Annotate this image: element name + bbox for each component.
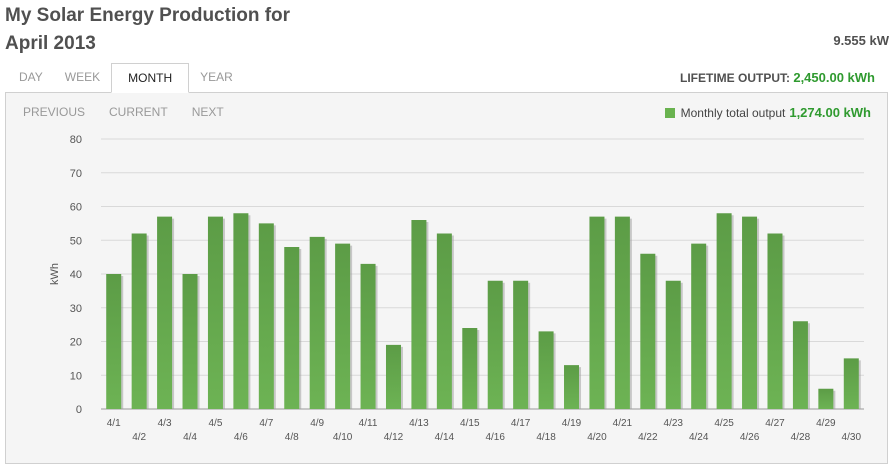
bar [818,388,834,409]
bar [207,216,223,409]
bar [589,216,605,409]
title-line-1: My Solar Energy Production for [5,5,291,26]
bar [640,253,656,409]
x-tick-label: 4/8 [285,432,299,443]
lifetime-label: LIFETIME OUTPUT: [680,71,790,85]
x-tick-label: 4/3 [158,418,172,429]
tab-month[interactable]: MONTH [111,63,190,93]
y-tick-label: 50 [70,235,82,247]
x-tick-label: 4/24 [689,432,709,443]
legend-swatch [664,107,675,118]
bar [691,243,707,409]
bar [564,365,580,409]
bar [182,274,198,409]
bar [284,247,300,409]
x-tick-label: 4/9 [310,418,324,429]
bar [742,216,758,409]
tab-week[interactable]: WEEK [64,70,101,84]
previous-button[interactable]: PREVIOUS [23,105,86,119]
x-tick-label: 4/12 [384,432,404,443]
legend-label: Monthly total output [680,105,786,120]
x-tick-label: 4/1 [107,418,121,429]
bar [335,243,351,409]
current-power: 9.555 kW [833,33,889,48]
x-tick-label: 4/16 [485,432,505,443]
x-tick-label: 4/27 [765,418,785,429]
x-tick-label: 4/20 [587,432,607,443]
x-tick-label: 4/21 [613,418,633,429]
bar [131,233,147,409]
chart-panel: PREVIOUS CURRENT NEXT Monthly total outp… [5,92,888,464]
x-tick-label: 4/17 [511,418,531,429]
bar [436,233,452,409]
bar [385,344,401,409]
y-tick-label: 30 [70,303,82,315]
x-tick-label: 4/14 [435,432,455,443]
bar [258,223,274,409]
x-tick-label: 4/19 [562,418,582,429]
y-tick-label: 0 [76,404,82,416]
period-nav: PREVIOUS CURRENT NEXT [23,105,224,119]
x-tick-label: 4/28 [791,432,811,443]
x-tick-label: 4/26 [740,432,760,443]
y-tick-label: 20 [70,337,82,349]
bar [843,358,859,409]
x-tick-label: 4/15 [460,418,480,429]
page-title: My Solar Energy Production for April 201… [5,2,290,58]
bar [157,216,173,409]
y-axis-label: kWh [49,263,61,285]
x-tick-label: 4/10 [333,432,353,443]
x-tick-label: 4/6 [234,432,248,443]
bar-chart: 0 10 20 30 40 50 60 70 80 kWh 4/1 4/2 4/3 4/4 4/5 4/6 4/… [49,134,864,443]
bar [614,216,630,409]
current-button[interactable]: CURRENT [109,105,168,119]
x-tick-label: 4/30 [842,432,862,443]
y-tick-label: 80 [70,134,82,146]
bar [513,280,529,409]
bar [716,213,732,409]
next-button[interactable]: NEXT [191,105,224,119]
bar [233,213,249,409]
title-line-2: April 2013 [5,33,96,54]
period-tabs: DAY WEEK MONTH YEAR [8,63,244,93]
chart-legend: Monthly total output 1,274.00 kWh [664,105,871,120]
bar [309,236,325,409]
x-tick-label: 4/23 [664,418,684,429]
bar [767,233,783,409]
x-tick-label: 4/2 [132,432,146,443]
y-tick-label: 40 [70,269,82,281]
bar [665,280,681,409]
x-tick-label: 4/13 [409,418,429,429]
x-tick-label: 4/22 [638,432,658,443]
x-tick-label: 4/7 [259,418,273,429]
x-tick-label: 4/5 [208,418,222,429]
bar [462,328,478,409]
bar [487,280,503,409]
tab-year[interactable]: YEAR [200,70,233,84]
legend-total: 1,274.00 kWh [789,105,871,120]
x-tick-label: 4/4 [183,432,197,443]
y-tick-label: 70 [70,168,82,180]
x-tick-label: 4/25 [714,418,734,429]
x-tick-label: 4/29 [816,418,836,429]
bar [792,321,808,409]
tab-day[interactable]: DAY [19,70,43,84]
x-tick-label: 4/11 [359,418,378,429]
bar [538,331,554,409]
y-tick-label: 60 [70,202,82,214]
bar [411,220,427,409]
bar [106,274,122,409]
y-tick-label: 10 [70,370,82,382]
bar [360,263,376,409]
lifetime-value: 2,450.00 kWh [793,70,875,85]
lifetime-output: LIFETIME OUTPUT: 2,450.00 kWh [680,70,875,85]
x-tick-label: 4/18 [536,432,556,443]
